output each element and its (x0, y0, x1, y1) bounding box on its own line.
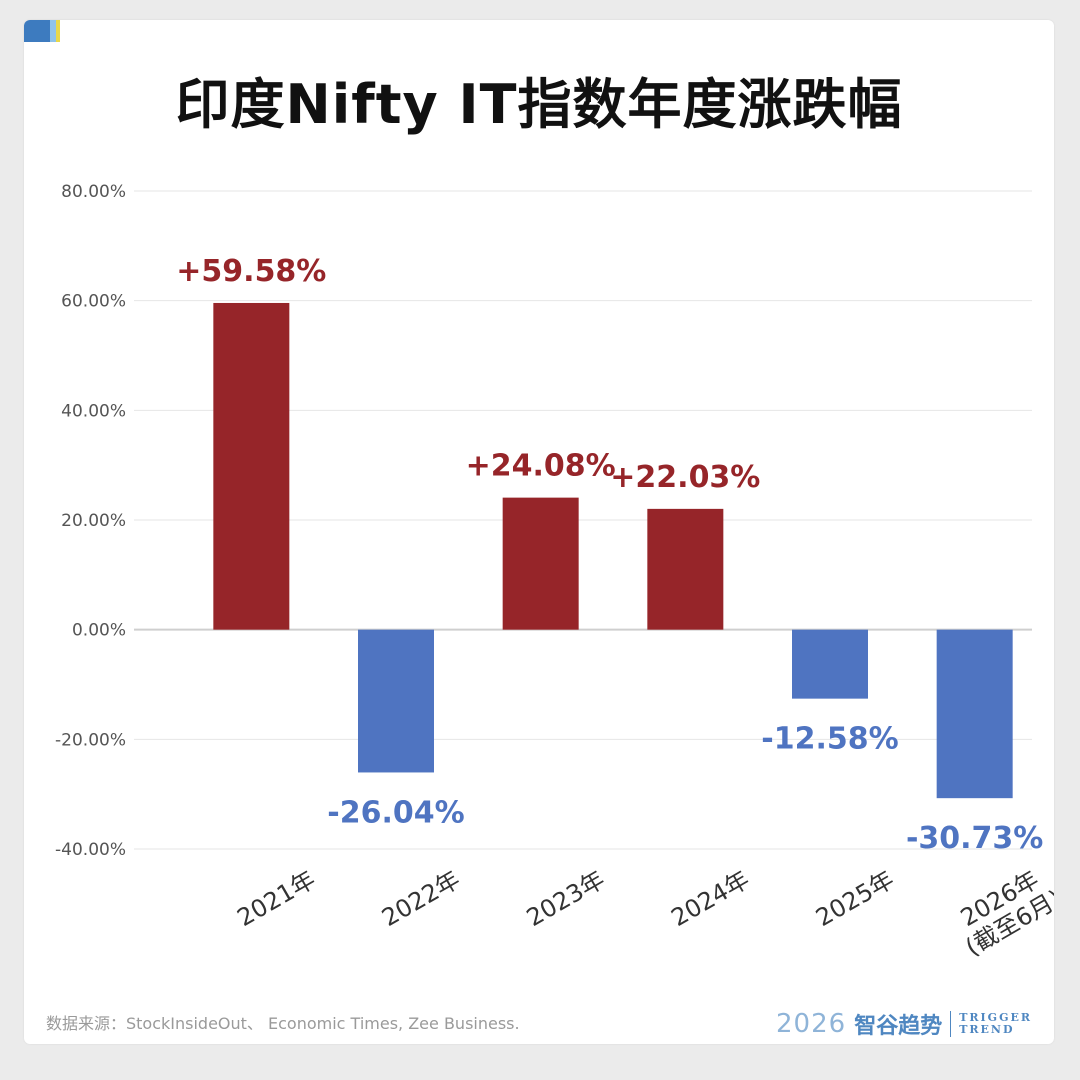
data-label: +59.58% (176, 254, 326, 289)
corner-color-mark (24, 20, 62, 42)
data-label: +24.08% (466, 449, 616, 484)
bar (502, 497, 579, 630)
bar (647, 508, 724, 630)
x-tick-label-line: 2024年 (666, 865, 754, 932)
y-tick-label: 80.00% (61, 182, 126, 202)
bar (792, 629, 868, 699)
x-tick-label-line: 2025年 (811, 865, 899, 932)
y-tick-label: 40.00% (61, 401, 126, 421)
x-tick-label: 2023年 (522, 865, 610, 932)
x-tick-label: 2022年 (377, 865, 465, 932)
x-tick-label: 2024年 (666, 865, 754, 932)
data-label: -30.73% (906, 821, 1043, 856)
y-tick-label: 0.00% (72, 621, 126, 641)
y-tick-label: 20.00% (61, 511, 126, 531)
data-source-note: 数据来源：StockInsideOut、 Economic Times, Zee… (46, 1014, 520, 1033)
bar (936, 629, 1013, 799)
brand-name: 智谷趋势 (854, 1013, 943, 1039)
x-tick-label-line: 2023年 (522, 865, 610, 932)
bar-chart: 80.00% 60.00% 40.00% 20.00% 0.00% -20.00% -40.… (55, 182, 1054, 962)
y-tick-label: -20.00% (55, 730, 126, 750)
y-tick-label: -40.00% (55, 840, 126, 860)
data-label: +22.03% (610, 460, 760, 495)
x-tick-label: 2026年(截至6月) (956, 865, 1054, 961)
bar (213, 302, 290, 630)
brand-separator (950, 1011, 952, 1037)
brand-year: 2026 (776, 1009, 847, 1039)
brand-english: TRIGGER TREND (959, 1012, 1032, 1036)
chart-title: 印度Nifty IT指数年度涨跌幅 (175, 73, 903, 136)
data-label: -26.04% (327, 795, 464, 830)
y-tick-label: 60.00% (61, 292, 126, 312)
data-label: -12.58% (761, 722, 898, 757)
brand-en-line1: TRIGGER (959, 1011, 1032, 1024)
bar (358, 629, 434, 773)
x-tick-label: 2021年 (232, 865, 320, 932)
x-tick-label-line: 2021年 (232, 865, 320, 932)
brand-en-line2: TREND (959, 1023, 1015, 1036)
chart-card: 印度Nifty IT指数年度涨跌幅 80.00% 60.00% 40.00% 20.0… (24, 20, 1054, 1044)
x-tick-label: 2025年 (811, 865, 899, 932)
x-tick-label-line: 2022年 (377, 865, 465, 932)
brand-logo: 2026 智谷趋势 TRIGGER TREND (776, 1006, 1032, 1042)
